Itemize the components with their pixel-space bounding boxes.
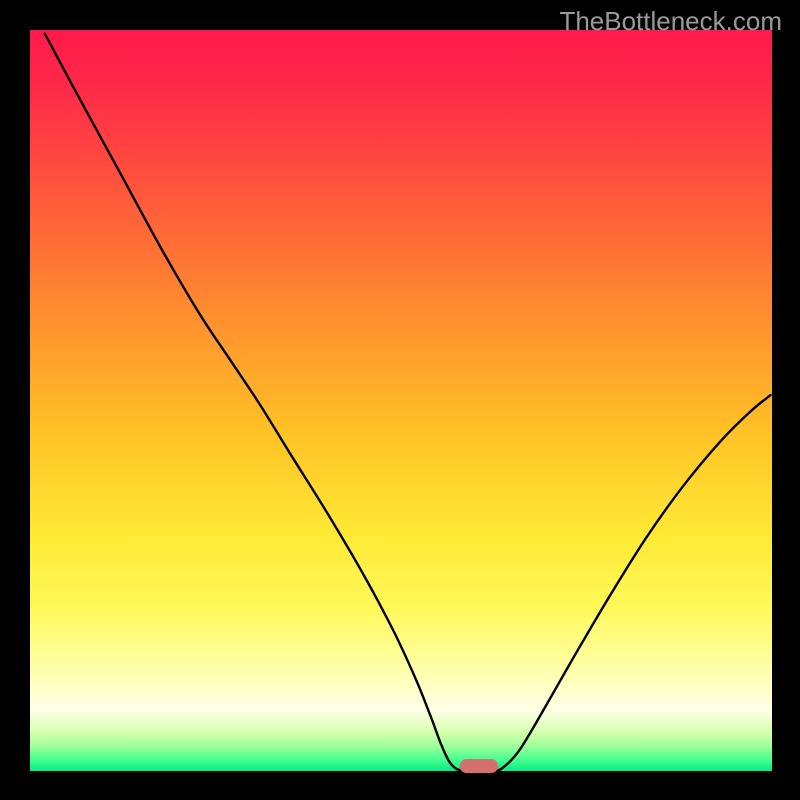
- optimal-marker: [460, 759, 499, 773]
- chart-container: TheBottleneck.com: [0, 0, 800, 800]
- watermark-text: TheBottleneck.com: [559, 6, 782, 37]
- plot-background: [30, 30, 772, 772]
- chart-svg: [0, 0, 800, 800]
